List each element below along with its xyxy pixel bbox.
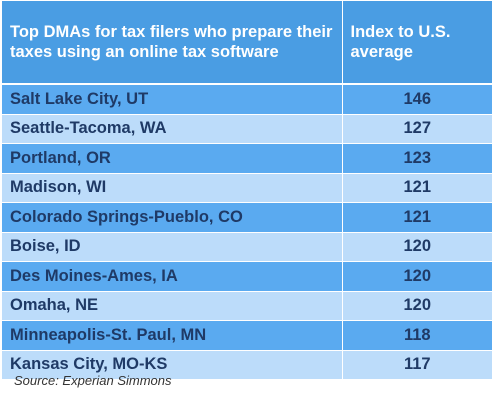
dma-name-cell: Madison, WI [2, 173, 343, 203]
index-value-cell: 120 [342, 261, 492, 292]
index-value-cell: 146 [342, 84, 492, 115]
dma-name-cell: Salt Lake City, UT [2, 84, 343, 115]
dma-index-table: Top DMAs for tax filers who prepare thei… [2, 1, 492, 380]
header-row: Top DMAs for tax filers who prepare thei… [2, 1, 492, 85]
table-row: Minneapolis-St. Paul, MN 118 [2, 320, 492, 351]
dma-name-cell: Minneapolis-St. Paul, MN [2, 320, 343, 351]
table-row: Seattle-Tacoma, WA 127 [2, 114, 492, 144]
index-value-cell: 121 [342, 202, 492, 233]
index-value-cell: 120 [342, 232, 492, 262]
index-value-cell: 120 [342, 291, 492, 321]
dma-name-cell: Omaha, NE [2, 291, 343, 321]
column-header-dma: Top DMAs for tax filers who prepare thei… [2, 1, 343, 85]
dma-name-cell: Des Moines-Ames, IA [2, 261, 343, 292]
dma-table-container: Top DMAs for tax filers who prepare thei… [2, 1, 492, 380]
index-value-cell: 121 [342, 173, 492, 203]
index-value-cell: 123 [342, 143, 492, 174]
table-row: Boise, ID 120 [2, 232, 492, 262]
column-header-index: Index to U.S. average [342, 1, 492, 85]
source-note: Source: Experian Simmons [14, 373, 172, 388]
table-row: Madison, WI 121 [2, 173, 492, 203]
table-row: Kansas City, MO-KS 117 [2, 350, 492, 380]
table-row: Omaha, NE 120 [2, 291, 492, 321]
dma-name-cell: Portland, OR [2, 143, 343, 174]
index-value-cell: 118 [342, 320, 492, 351]
index-value-cell: 127 [342, 114, 492, 144]
table-row: Salt Lake City, UT 146 [2, 84, 492, 115]
dma-name-cell: Seattle-Tacoma, WA [2, 114, 343, 144]
table-row: Colorado Springs-Pueblo, CO 121 [2, 202, 492, 233]
table-row: Portland, OR 123 [2, 143, 492, 174]
table-body: Salt Lake City, UT 146 Seattle-Tacoma, WA 1… [2, 84, 492, 380]
index-value-cell: 117 [342, 350, 492, 380]
dma-name-cell: Boise, ID [2, 232, 343, 262]
dma-name-cell: Kansas City, MO-KS [2, 350, 343, 380]
dma-name-cell: Colorado Springs-Pueblo, CO [2, 202, 343, 233]
table-header: Top DMAs for tax filers who prepare thei… [2, 1, 492, 85]
table-row: Des Moines-Ames, IA 120 [2, 261, 492, 292]
